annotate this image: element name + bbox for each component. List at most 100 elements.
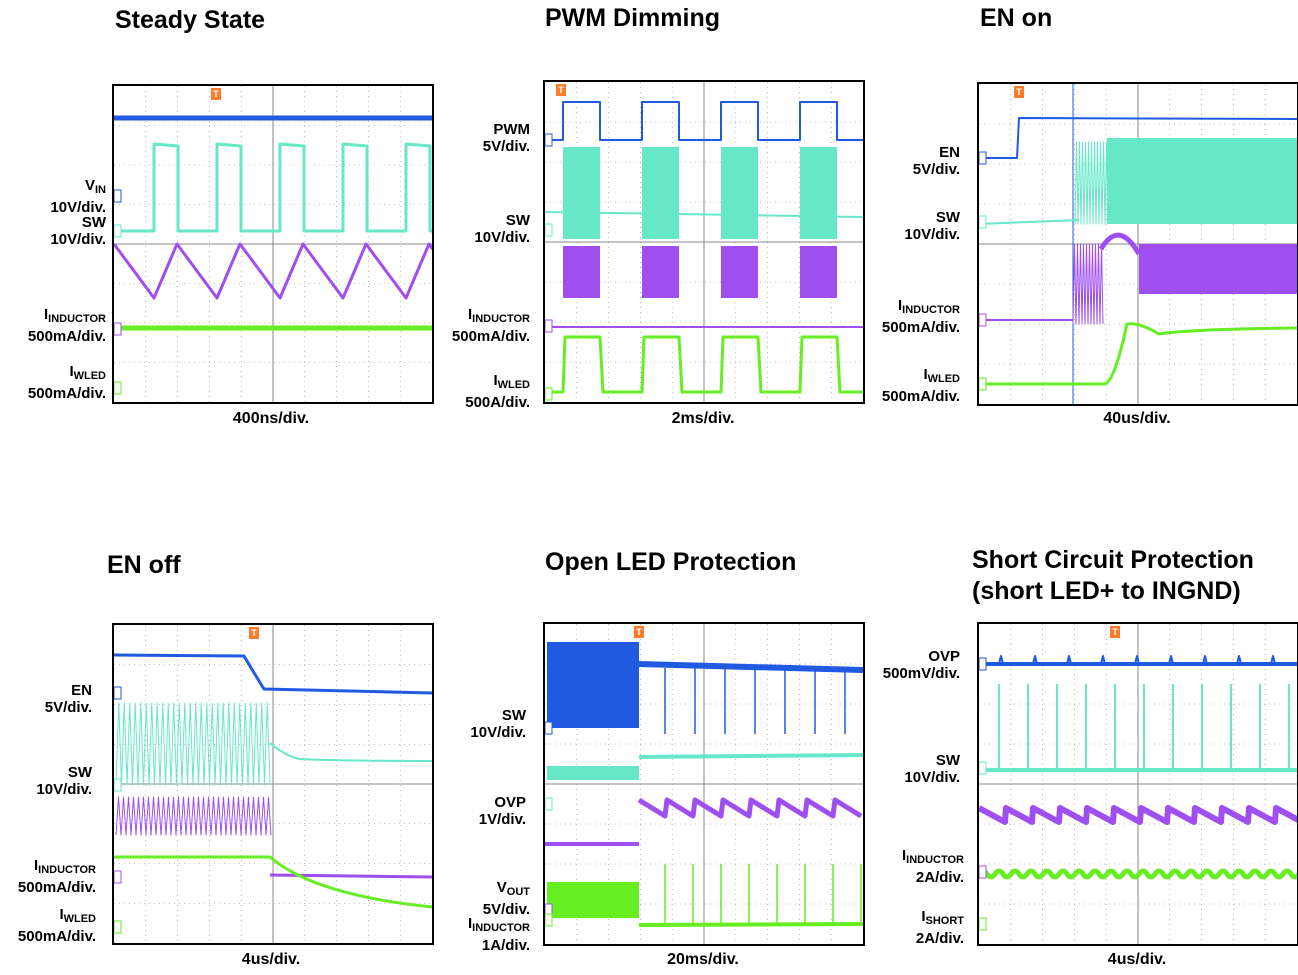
label-scale: 10V/div. — [50, 199, 106, 216]
label-scale: 5V/div. — [482, 138, 530, 155]
trace-sw-burst — [563, 147, 600, 239]
label-scale: 500mA/div. — [17, 879, 96, 896]
channel-label-iwled: IWLED 500mA/div. — [0, 906, 96, 945]
label-scale: 500mA/div. — [881, 388, 960, 405]
timebase-label: 20ms/div. — [667, 951, 739, 968]
label-scale: 10V/div. — [904, 226, 960, 243]
channel-label-ovp: OVP 500mV/div. — [850, 648, 960, 682]
scope-plot: T — [977, 622, 1298, 946]
trigger-marker — [211, 88, 221, 100]
channel-marker — [979, 865, 987, 879]
label-text: I — [43, 306, 49, 323]
label-scale: 500mA/div. — [27, 328, 106, 345]
scope-plot: T — [112, 623, 434, 945]
label-text: SW — [67, 764, 92, 781]
trace-iinductor-overshoot — [1098, 232, 1142, 256]
label-text: I — [493, 372, 498, 389]
trigger-glyph: T — [251, 628, 257, 638]
channel-marker — [979, 761, 987, 775]
channel-marker — [545, 319, 553, 333]
trigger-marker — [249, 627, 259, 639]
trigger-glyph: T — [636, 627, 642, 637]
trace-ovp-spike — [1270, 655, 1276, 665]
label-text: EN — [71, 682, 92, 699]
label-text: I — [33, 857, 39, 874]
label-text: V — [496, 879, 507, 896]
label-scale: 500mA/div. — [881, 319, 960, 336]
trigger-glyph: T — [558, 85, 564, 95]
scope-plot: T — [112, 84, 434, 404]
label-sub: IN — [95, 184, 106, 196]
trigger-glyph: T — [213, 89, 219, 99]
label-scale: 10V/div. — [50, 231, 106, 248]
trace-sw — [114, 142, 432, 233]
panel-title: EN on — [980, 4, 1053, 32]
label-sub: INDUCTOR — [472, 922, 530, 934]
label-scale: 1A/div. — [481, 937, 530, 954]
label-sub: WLED — [73, 370, 106, 382]
channel-label-iinductor: IINDUCTOR 500mA/div. — [0, 857, 96, 896]
scope-svg: T — [979, 84, 1297, 404]
channel-label-ishort: ISHORT 2A/div. — [850, 908, 964, 947]
trace-iinductor — [979, 805, 1297, 825]
label-scale: 10V/div. — [470, 724, 526, 741]
label-scale: 500A/div. — [465, 394, 530, 411]
trace-sw-burst-mode — [638, 661, 863, 673]
trace-iwled — [979, 322, 1297, 386]
label-sub: INDUCTOR — [48, 313, 106, 325]
trace-iinductor — [269, 873, 432, 879]
trigger-glyph: T — [1112, 627, 1118, 637]
label-sub: INDUCTOR — [38, 864, 96, 876]
label-sub: SHORT — [925, 915, 965, 927]
channel-marker — [114, 686, 122, 700]
label-text: V — [84, 177, 95, 194]
channel-label-en: EN 5V/div. — [0, 682, 92, 716]
label-text: SW — [501, 707, 526, 724]
channel-label-iwled: IWLED 500A/div. — [420, 372, 530, 411]
panel-title: PWM Dimming — [545, 4, 720, 32]
label-text: I — [923, 366, 928, 383]
channel-marker — [979, 313, 987, 327]
trace-sw-burst — [800, 147, 837, 239]
trace-iinductor-burst — [642, 246, 679, 298]
trace-en — [979, 117, 1297, 159]
channel-label-ovp: OVP 1V/div. — [420, 794, 526, 828]
label-scale: 5V/div. — [912, 161, 960, 178]
channel-marker — [545, 133, 553, 147]
label-sub: WLED — [927, 373, 960, 385]
label-scale: 5V/div. — [482, 901, 530, 918]
label-text: I — [897, 297, 903, 314]
channel-label-en: EN 5V/div. — [850, 144, 960, 178]
panel-title: EN off — [107, 551, 181, 579]
label-text: EN — [939, 144, 960, 161]
trace-ovp-spike — [1168, 655, 1174, 665]
channel-marker — [114, 778, 122, 792]
trace-iwled — [114, 855, 432, 909]
trace-ovp-spike — [1066, 655, 1072, 665]
label-text: OVP — [494, 794, 526, 811]
scope-svg: T — [114, 86, 432, 402]
trace-sw-idle — [979, 219, 1080, 225]
label-sub: WLED — [63, 913, 96, 925]
timebase-label: 400ns/div. — [232, 410, 310, 427]
trace-sw-switching — [1107, 138, 1297, 224]
label-scale: 5V/div. — [44, 699, 92, 716]
channel-marker — [545, 223, 553, 237]
trace-iinductor-ramp — [1072, 243, 1104, 325]
scope-plot: T — [543, 80, 865, 404]
trigger-marker — [556, 84, 566, 96]
label-text: PWM — [493, 121, 530, 138]
scope-svg: T — [545, 624, 863, 944]
label-sub: INDUCTOR — [472, 313, 530, 325]
trace-ovp-spike — [1236, 655, 1242, 665]
label-sub: OUT — [506, 886, 530, 898]
trace-ovp — [638, 753, 863, 759]
label-text: SW — [935, 752, 960, 769]
trace-sw-burst — [642, 147, 679, 239]
label-scale: 2A/div. — [915, 930, 964, 947]
panel-title: Steady State — [115, 6, 266, 34]
label-text: SW — [505, 212, 530, 229]
label-text: I — [467, 915, 473, 932]
channel-label-iinductor: IINDUCTOR 500mA/div. — [0, 306, 106, 345]
channel-label-vout: VOUT 5V/div. — [420, 879, 530, 918]
